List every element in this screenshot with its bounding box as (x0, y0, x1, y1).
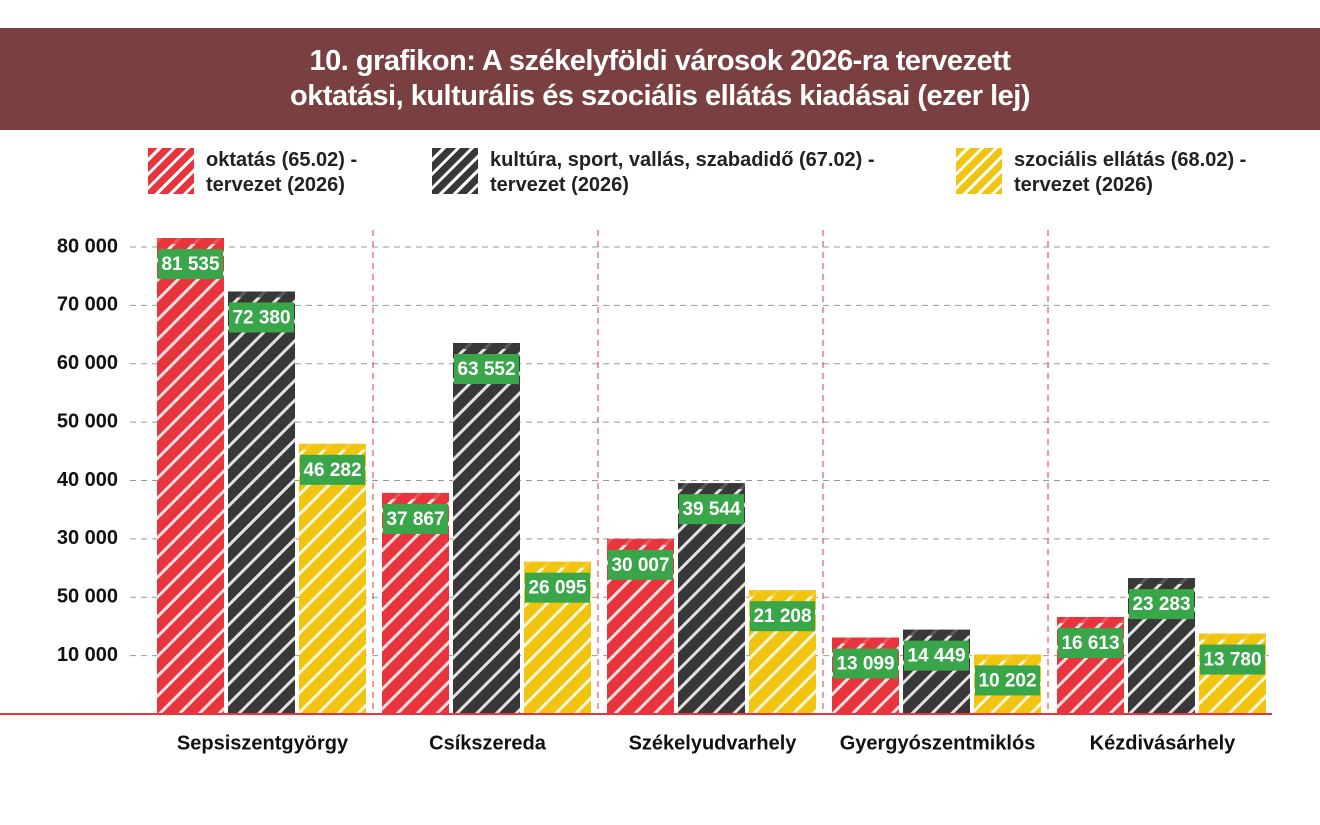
x-tick-label: Sepsiszentgyörgy (177, 732, 349, 754)
value-label: 13 780 (1203, 650, 1261, 671)
value-label-box (1129, 589, 1194, 620)
bar-cap (1199, 633, 1266, 640)
bar-cap (749, 590, 816, 597)
y-tick-label: 50 000 (57, 410, 118, 432)
bar-cap (299, 443, 366, 450)
y-tick-label: 80 000 (57, 235, 118, 257)
legend-label: oktatás (65.02) - tervezet (2026) (206, 149, 358, 196)
x-tick-label: Csíkszereda (429, 732, 547, 754)
bar-cap (228, 291, 295, 298)
y-tick-label: 30 000 (57, 527, 118, 549)
legend-swatch (956, 148, 1002, 194)
y-tick-label: 70 000 (57, 294, 118, 316)
y-tick-label: 40 000 (57, 469, 118, 491)
chart-title: 10. grafikon: A székelyföldi városok 202… (290, 45, 1031, 112)
value-label-box (1058, 628, 1123, 659)
value-label: 72 380 (232, 307, 290, 328)
legend-swatch (148, 148, 194, 194)
bar-cap (903, 629, 970, 636)
value-label: 46 282 (303, 460, 361, 481)
bar (157, 238, 224, 715)
value-label-box (229, 302, 294, 333)
bar (299, 443, 366, 714)
value-label: 81 535 (161, 254, 220, 275)
value-label-box (300, 454, 365, 485)
value-label-box (975, 665, 1040, 696)
legend-swatch (432, 148, 478, 194)
value-label-box (679, 494, 744, 525)
title-bar: 10. grafikon: A székelyföldi városok 202… (0, 28, 1320, 130)
bar-cap (524, 561, 591, 568)
legend-label: kultúra, sport, vallás, szabadidő (67.02… (490, 149, 875, 196)
bar-cap (1057, 617, 1124, 624)
legend-item: oktatás (65.02) - tervezet (2026) (148, 148, 396, 198)
bar-cap (453, 343, 520, 350)
bar-cap (678, 483, 745, 490)
x-tick-label: Székelyudvarhely (629, 732, 798, 754)
value-label-box (904, 640, 969, 671)
value-label-box (833, 648, 898, 679)
legend-item: szociális ellátás (68.02) - tervezet (20… (956, 148, 1274, 198)
value-label: 13 099 (836, 654, 894, 675)
legend-label: szociális ellátás (68.02) - tervezet (20… (1014, 149, 1247, 196)
bar-cap (157, 238, 224, 245)
bar (453, 343, 520, 714)
value-label-box (608, 549, 673, 580)
bar-cap (607, 538, 674, 545)
value-label-box (750, 601, 815, 632)
bar-cap (382, 492, 449, 499)
value-label: 30 007 (611, 555, 669, 576)
y-tick-label: 10 000 (57, 644, 118, 666)
bar-cap (832, 637, 899, 644)
x-tick-label: Kézdivásárhely (1090, 732, 1237, 754)
value-label-box (525, 572, 590, 603)
y-tick-label: 50 000 (57, 586, 118, 608)
value-label: 10 202 (978, 670, 1036, 691)
bar-cap (974, 654, 1041, 661)
value-label: 14 449 (907, 646, 965, 667)
x-tick-label: Gyergyószentmiklós (840, 732, 1036, 754)
value-label-box (1200, 644, 1265, 675)
value-label: 39 544 (682, 499, 741, 520)
value-label-box (383, 503, 448, 534)
value-label: 23 283 (1132, 594, 1190, 615)
value-label: 63 552 (457, 359, 515, 380)
bar-cap (1128, 578, 1195, 585)
value-label-box (454, 354, 519, 385)
value-label: 16 613 (1061, 633, 1119, 654)
value-label: 26 095 (528, 578, 587, 599)
value-label-box (158, 249, 223, 280)
value-label: 21 208 (753, 606, 811, 627)
y-tick-label: 60 000 (57, 352, 118, 374)
legend-item: kultúra, sport, vallás, szabadidő (67.02… (432, 148, 920, 198)
value-label: 37 867 (386, 509, 444, 530)
bar (228, 291, 295, 714)
